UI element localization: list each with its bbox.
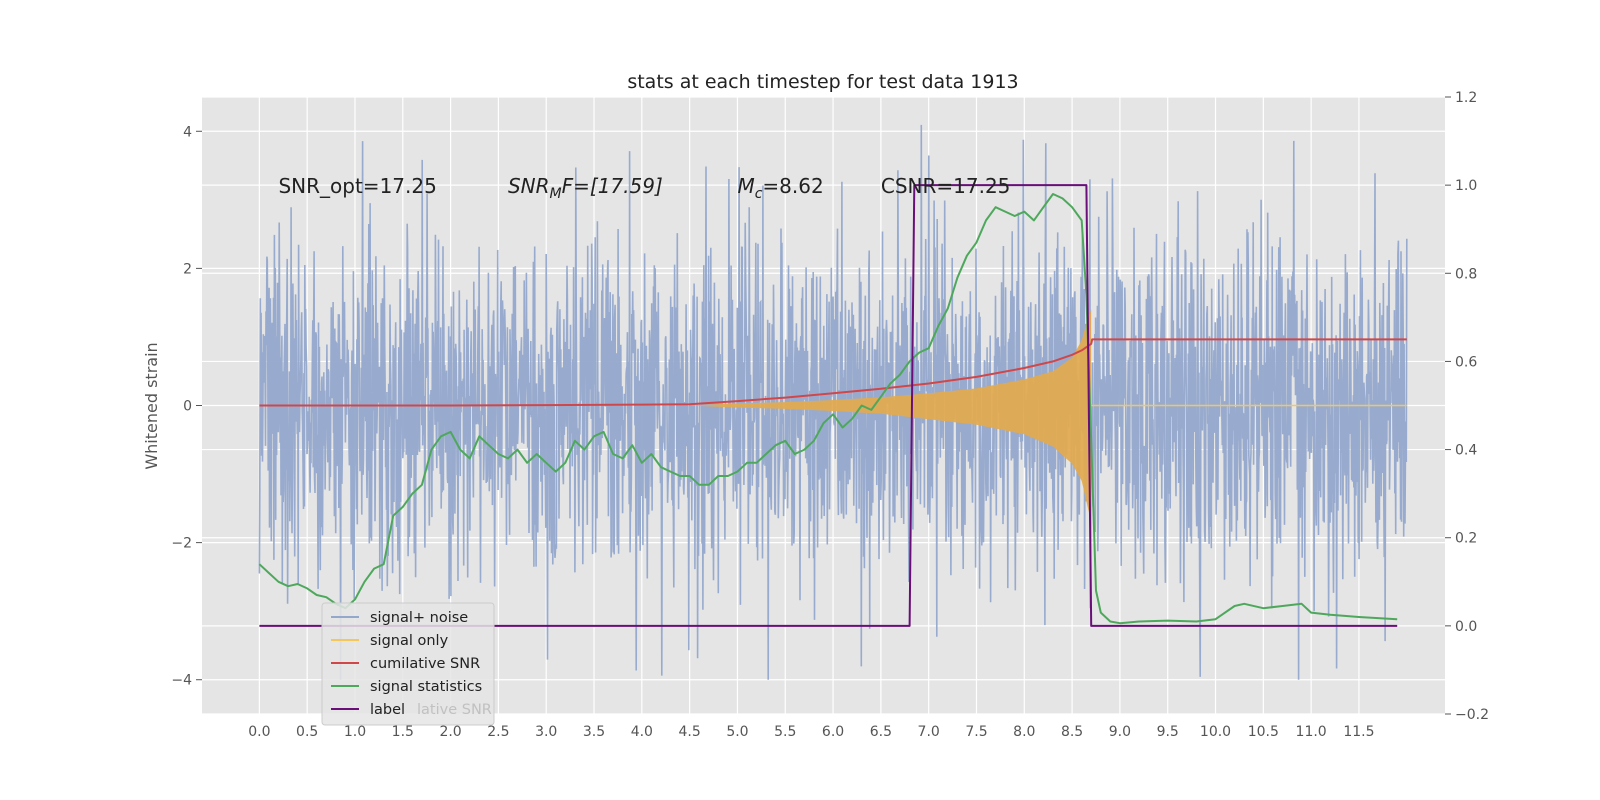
x-tick-label: 1.0 (344, 724, 366, 740)
y2-tick-label: 0.8 (1455, 266, 1477, 282)
signal-only-area (689, 309, 1092, 522)
annotations: SNR_opt=17.25 SNRMF=[17.59] Mc=8.62 CSNR=17… (278, 174, 1010, 202)
x-tick-label: 0.0 (248, 724, 270, 740)
x-tick-label: 2.0 (439, 724, 461, 740)
y2-tick-label: 1.2 (1455, 90, 1477, 106)
y-axis-label: Whitened strain (142, 342, 161, 469)
legend: signal+ noise signal only cumilative SNR si… (321, 602, 495, 726)
x-tick-label: 8.0 (1013, 724, 1035, 740)
x-tick-label: 10.0 (1200, 724, 1231, 740)
annotation-text: Mc=8.62 (737, 174, 823, 202)
x-tick-label: 6.5 (870, 724, 892, 740)
y2-tick-label: −0.2 (1455, 707, 1489, 723)
chart-title: stats at each timestep for test data 191… (627, 71, 1018, 93)
legend-label: signal+ noise (370, 610, 468, 626)
y-tick-label: −4 (171, 673, 192, 689)
x-tick-label: 11.5 (1343, 724, 1374, 740)
x-tick-label: 5.5 (774, 724, 796, 740)
axes: 0.0 0.5 1.0 1.5 2.0 2.5 3.0 3.5 4.0 4.5 5.0 5.5 6.0 6… (171, 90, 1489, 740)
y2-tick-label: 0.4 (1455, 443, 1477, 459)
x-tick-label: 9.0 (1109, 724, 1131, 740)
x-tick-label: 4.0 (631, 724, 653, 740)
signal-noise-line (258, 124, 1408, 680)
x-tick-label: 6.0 (822, 724, 844, 740)
annotation-text: SNRMF=[17.59] (508, 174, 663, 202)
signal-only-series (689, 309, 1407, 522)
y2-tick-label: 0.0 (1455, 619, 1477, 635)
legend-label: signal only (370, 633, 449, 649)
x-tick-label: 1.5 (392, 724, 414, 740)
annotation-text: CSNR=17.25 (881, 174, 1011, 198)
x-tick-label: 4.5 (679, 724, 701, 740)
y2-tick-label: 1.0 (1455, 178, 1477, 194)
label-line (259, 184, 1398, 627)
x-tick-label: 0.5 (296, 724, 318, 740)
x-tick-label: 10.5 (1248, 724, 1279, 740)
x-tick-label: 8.5 (1061, 724, 1083, 740)
legend-ghost-label: lative SNR (417, 702, 492, 718)
legend-label: signal statistics (370, 679, 482, 695)
cumilative-snr-line (259, 338, 1407, 407)
x-tick-label: 7.0 (918, 724, 940, 740)
x-tick-label: 11.0 (1296, 724, 1327, 740)
y-tick-label: 0 (183, 399, 192, 415)
x-tick-label: 9.5 (1157, 724, 1179, 740)
x-tick-label: 2.5 (487, 724, 509, 740)
y-tick-label: −2 (171, 536, 192, 552)
x-tick-label: 5.0 (726, 724, 748, 740)
legend-label: cumilative SNR (370, 656, 480, 672)
line-series (258, 184, 1407, 627)
y2-tick-label: 0.6 (1455, 354, 1477, 370)
y-tick-label: 4 (183, 124, 192, 140)
y2-tick-label: 0.2 (1455, 531, 1477, 547)
legend-box (321, 602, 495, 726)
x-tick-label: 3.5 (583, 724, 605, 740)
legend-label: label (370, 702, 405, 718)
y-tick-label: 2 (183, 261, 192, 277)
noise-series (258, 124, 1408, 680)
x-tick-label: 3.0 (535, 724, 557, 740)
x-tick-label: 7.5 (965, 724, 987, 740)
annotation-text: SNR_opt=17.25 (278, 174, 436, 198)
